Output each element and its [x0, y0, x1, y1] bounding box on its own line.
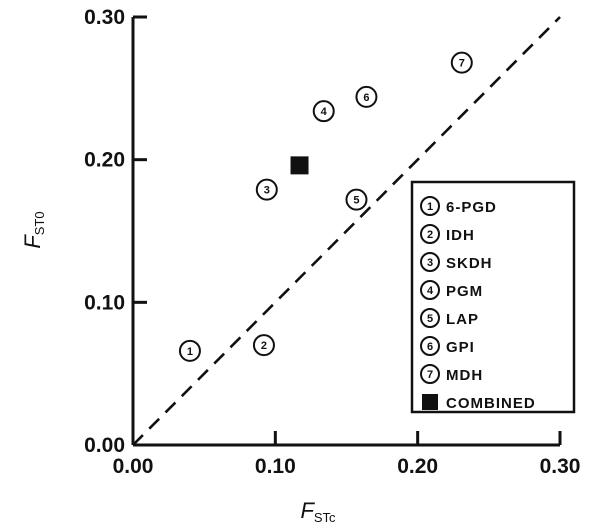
- legend-marker-6: 6: [420, 336, 440, 356]
- marker-circle: [420, 336, 440, 356]
- legend-label: MDH: [446, 367, 483, 384]
- legend-marker-7: 7: [420, 364, 440, 384]
- data-point-7: 7: [450, 51, 473, 74]
- marker-number: 5: [427, 313, 433, 325]
- legend-marker-4: 4: [420, 280, 440, 300]
- legend-label: GPI: [446, 339, 475, 356]
- reference-line: [132, 16, 561, 446]
- marker-number: 2: [427, 229, 433, 241]
- marker-circle: [178, 339, 201, 362]
- marker-number: 5: [353, 195, 359, 207]
- legend-label: SKDH: [446, 255, 493, 272]
- legend-label: 6-PGD: [446, 199, 497, 216]
- marker-circle: [312, 100, 335, 123]
- legend-marker-3: 3: [420, 252, 440, 272]
- y-axis-label: FST0: [20, 211, 47, 248]
- x-tick-label: 0.20: [397, 455, 438, 478]
- legend-label: IDH: [446, 227, 475, 244]
- y-tick-label: 0.10: [84, 291, 125, 314]
- legend-marker-combined: [422, 394, 438, 410]
- marker-number: 6: [427, 341, 433, 353]
- data-point-2: 2: [252, 334, 275, 357]
- x-tick-label: 0.10: [255, 455, 296, 478]
- legend-label: COMBINED: [446, 395, 536, 412]
- marker-number: 4: [321, 106, 328, 118]
- marker-number: 3: [264, 185, 270, 197]
- legend-label: LAP: [446, 311, 479, 328]
- legend-marker-2: 2: [420, 224, 440, 244]
- y-tick-label: 0.30: [84, 6, 125, 29]
- marker-circle: [255, 178, 278, 201]
- legend-label: PGM: [446, 283, 483, 300]
- marker-number: 7: [459, 58, 465, 70]
- marker-circle: [420, 280, 440, 300]
- data-point-4: 4: [312, 100, 335, 123]
- marker-number: 4: [427, 285, 434, 297]
- y-tick-label: 0.20: [84, 149, 125, 172]
- marker-circle: [420, 252, 440, 272]
- data-point-1: 1: [178, 339, 201, 362]
- marker-circle: [420, 196, 440, 216]
- legend-marker-5: 5: [420, 308, 440, 328]
- marker-circle: [252, 334, 275, 357]
- x-axis-label: FSTc: [300, 498, 336, 525]
- marker-number: 7: [427, 369, 433, 381]
- y-tick-label: 0.00: [84, 434, 125, 457]
- marker-number: 2: [261, 340, 267, 352]
- marker-number: 3: [427, 257, 433, 269]
- marker-number: 1: [427, 201, 433, 213]
- marker-circle: [450, 51, 473, 74]
- marker-circle: [420, 364, 440, 384]
- marker-circle: [345, 188, 368, 211]
- x-tick-label: 0.30: [540, 455, 581, 478]
- marker-number: 1: [187, 346, 193, 358]
- marker-circle: [355, 85, 378, 108]
- legend-marker-1: 1: [420, 196, 440, 216]
- data-point-5: 5: [345, 188, 368, 211]
- marker-number: 6: [363, 92, 369, 104]
- data-point-6: 6: [355, 85, 378, 108]
- marker-circle: [420, 308, 440, 328]
- data-point-combined: [290, 156, 309, 175]
- marker-circle: [420, 224, 440, 244]
- x-tick-label: 0.00: [113, 455, 154, 478]
- data-point-3: 3: [255, 178, 278, 201]
